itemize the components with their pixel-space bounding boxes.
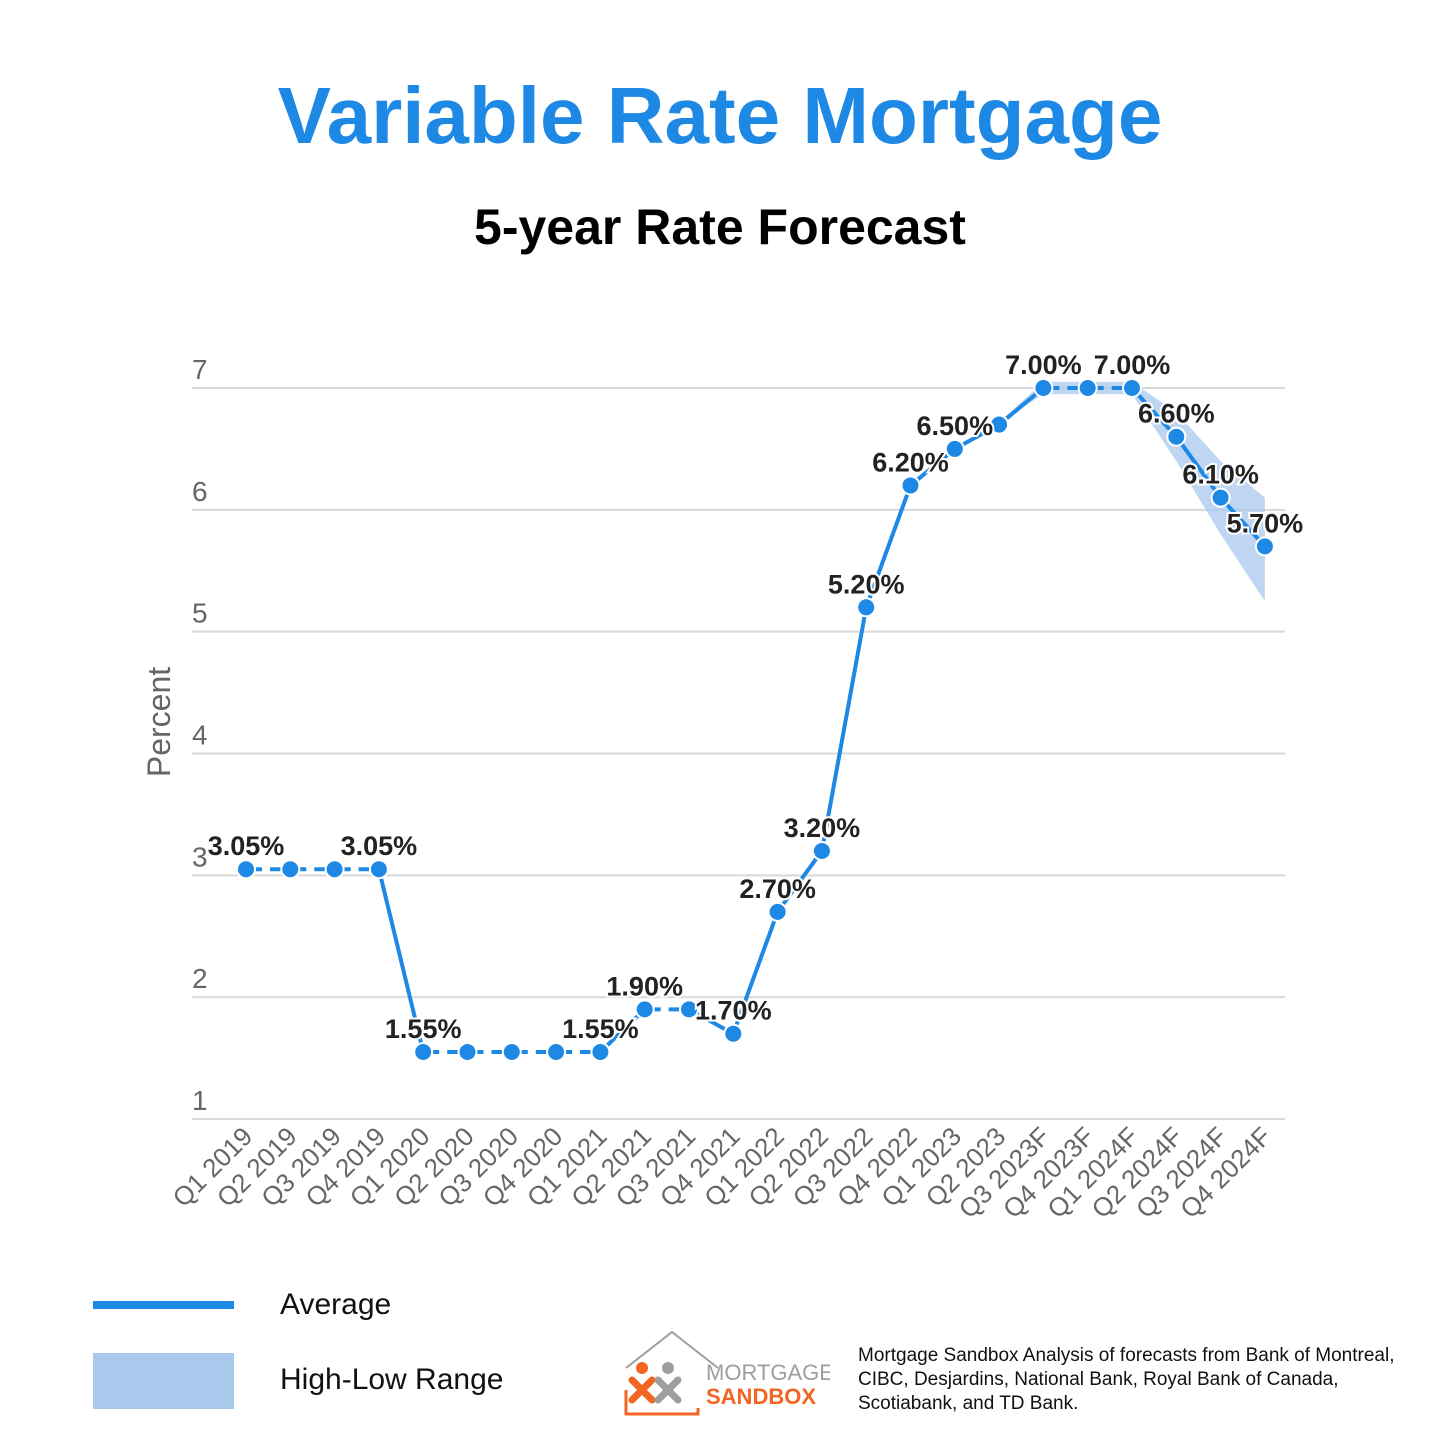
range-band-group xyxy=(999,381,1265,602)
high-low-range-band xyxy=(999,381,1265,602)
data-label: 3.05% xyxy=(341,831,418,861)
legend-range-label: High-Low Range xyxy=(280,1363,504,1396)
data-point xyxy=(900,475,921,496)
data-point xyxy=(679,999,699,1020)
data-label: 7.00% xyxy=(1005,350,1082,380)
data-point xyxy=(324,859,345,880)
data-point xyxy=(944,438,965,459)
y-tick-label-4: 4 xyxy=(192,720,208,751)
legend-range-swatch xyxy=(93,1353,234,1409)
legend-average-label: Average xyxy=(280,1288,392,1321)
data-label: 2.70% xyxy=(739,874,816,904)
data-label: 6.10% xyxy=(1182,460,1259,490)
average-line-segment xyxy=(731,911,780,1035)
data-point xyxy=(1077,378,1098,398)
data-point xyxy=(856,597,877,618)
data-label: 1.70% xyxy=(695,996,772,1026)
data-label: 1.55% xyxy=(562,1014,639,1044)
y-tick-label-6: 6 xyxy=(192,476,208,507)
data-label: 5.70% xyxy=(1227,508,1304,538)
data-label: 6.50% xyxy=(917,411,994,441)
mortgage-sandbox-logo: MORTGAGE SANDBOX xyxy=(624,1330,830,1416)
y-tick-label-3: 3 xyxy=(192,841,208,872)
data-point xyxy=(413,1041,434,1062)
average-line-segment xyxy=(864,484,913,608)
data-points xyxy=(236,378,1275,1062)
average-line-segment xyxy=(819,606,869,852)
data-point xyxy=(280,859,301,880)
data-label: 1.90% xyxy=(606,971,683,1001)
data-point xyxy=(1166,426,1187,447)
data-labels: 3.05% 3.05% 1.55% 1.55% 1.90% 1.70% 2.70% 3.20%… xyxy=(206,348,1305,1046)
average-line-segment xyxy=(1219,496,1267,548)
data-label: 1.55% xyxy=(385,1014,462,1044)
data-point xyxy=(1033,378,1054,398)
y-tick-label-7: 7 xyxy=(192,354,208,385)
data-point xyxy=(590,1041,611,1062)
chart-title: Variable Rate Mortgage xyxy=(277,71,1163,160)
data-label: 7.00% xyxy=(1094,350,1171,380)
average-line-segment xyxy=(1174,435,1223,499)
logo-line1: MORTGAGE xyxy=(706,1360,830,1385)
data-point xyxy=(989,414,1010,435)
data-point xyxy=(723,1023,744,1044)
y-tick-label-1: 1 xyxy=(192,1085,208,1116)
data-label: 6.60% xyxy=(1138,399,1215,429)
data-point xyxy=(767,901,788,922)
data-point xyxy=(1210,487,1231,508)
data-point xyxy=(236,859,256,880)
data-point xyxy=(368,859,389,880)
data-label: 6.20% xyxy=(872,447,949,477)
data-point xyxy=(501,1041,522,1062)
data-label: 3.05% xyxy=(208,831,285,861)
data-point xyxy=(1122,378,1142,398)
data-label: 3.20% xyxy=(784,813,861,843)
average-line-segment xyxy=(775,849,824,914)
legend-average-swatch xyxy=(93,1301,234,1309)
data-point xyxy=(457,1041,478,1062)
data-point xyxy=(634,999,655,1020)
data-point xyxy=(1254,536,1275,557)
average-line-group xyxy=(246,386,1267,1054)
average-line-segment xyxy=(376,868,426,1053)
average-line-segment xyxy=(599,1007,647,1054)
source-note: Mortgage Sandbox Analysis of forecasts f… xyxy=(858,1345,1395,1414)
y-tick-label-2: 2 xyxy=(192,963,208,994)
y-axis-title: Percent xyxy=(141,667,177,777)
data-label: 5.20% xyxy=(828,569,905,599)
chart-subtitle: 5-year Rate Forecast xyxy=(474,199,966,255)
logo-line2: SANDBOX xyxy=(706,1384,816,1409)
data-point xyxy=(546,1041,567,1062)
y-tick-label-5: 5 xyxy=(192,598,208,629)
data-point xyxy=(811,840,832,861)
average-line-segment xyxy=(1130,386,1178,439)
